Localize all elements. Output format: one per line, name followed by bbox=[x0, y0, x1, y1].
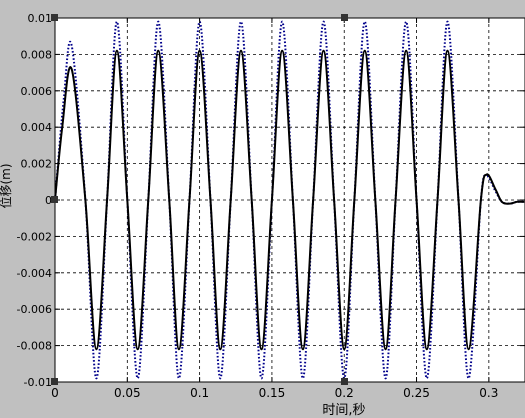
x-tick-label: 0.3 bbox=[479, 386, 498, 400]
y-tick-label: 0.008 bbox=[21, 48, 53, 61]
y-tick-label: -0.006 bbox=[17, 303, 52, 316]
x-tick-label: 0.2 bbox=[335, 386, 354, 400]
selection-handle[interactable] bbox=[51, 14, 58, 21]
series-line-solid bbox=[54, 49, 525, 351]
y-axis-label: 位移(m) bbox=[0, 163, 13, 208]
x-tick-label: 0.25 bbox=[403, 386, 430, 400]
series-layer bbox=[54, 20, 525, 380]
x-tick-label: 0.15 bbox=[259, 386, 286, 400]
x-axis-label: 时间,秒 bbox=[322, 403, 365, 418]
y-tick-label: 0 bbox=[45, 194, 52, 207]
selection-handle[interactable] bbox=[341, 378, 348, 385]
y-tick-label: -0.004 bbox=[17, 267, 52, 280]
y-tick-label: -0.002 bbox=[17, 230, 52, 243]
y-tick-label: 0.002 bbox=[21, 158, 53, 171]
y-tick-label: 0.006 bbox=[21, 85, 53, 98]
x-tick-labels: 0 0.05 0.1 0.15 0.2 0.25 0.3 bbox=[51, 386, 498, 400]
y-tick-label: -0.008 bbox=[17, 340, 52, 353]
selection-handle[interactable] bbox=[51, 196, 58, 203]
x-tick-label: 0.1 bbox=[190, 386, 209, 400]
y-tick-label: 0.004 bbox=[21, 121, 53, 134]
x-tick-label: 0 bbox=[51, 386, 59, 400]
selection-handle[interactable] bbox=[341, 14, 348, 21]
selection-handles[interactable] bbox=[51, 14, 348, 385]
y-tick-label: 0.01 bbox=[28, 12, 53, 25]
x-tick-label: 0.05 bbox=[114, 386, 141, 400]
y-tick-labels: -0.01 -0.008 -0.006 -0.004 -0.002 0 0.002 0.004… bbox=[17, 12, 52, 389]
selection-handle[interactable] bbox=[51, 378, 58, 385]
y-tick-label: -0.01 bbox=[24, 376, 52, 389]
